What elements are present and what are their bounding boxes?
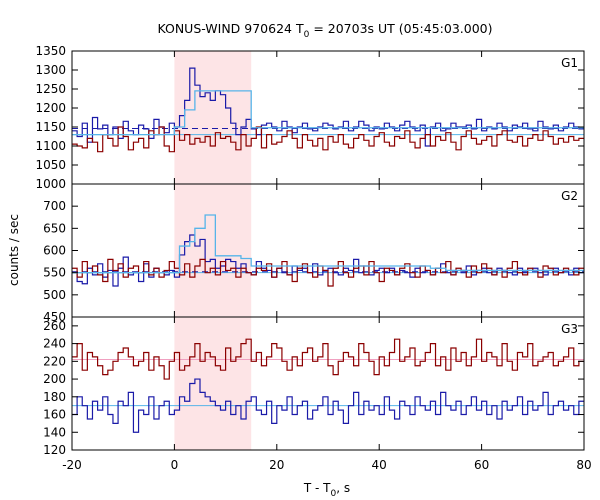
y-tick-label: 1300 (35, 63, 66, 77)
x-tick-label: 20 (269, 458, 284, 472)
y-tick-label: 1200 (35, 101, 66, 115)
panel-label: G2 (561, 189, 578, 203)
y-tick-label: 1050 (35, 158, 66, 172)
panel-label: G1 (561, 56, 578, 70)
y-axis-label: counts / sec (7, 214, 21, 286)
x-tick-label: 0 (171, 458, 179, 472)
panel-frame (71, 50, 585, 185)
y-tick-label: 240 (43, 337, 66, 351)
y-tick-label: 140 (43, 425, 66, 439)
y-tick-label: 1100 (35, 139, 66, 153)
x-tick-label: 80 (576, 458, 591, 472)
plot-area: 10001050110011501200125013001350G1450500… (35, 44, 591, 472)
red-count-series (72, 126, 584, 153)
y-tick-label: 650 (43, 221, 66, 235)
y-tick-label: 120 (43, 443, 66, 457)
y-tick-label: 1250 (35, 82, 66, 96)
x-tick-label: 60 (474, 458, 489, 472)
x-axis-label: T - T0, s (303, 481, 350, 499)
blue-count-series (72, 378, 584, 433)
light-blue-step-series (72, 214, 584, 274)
panel-frame (71, 316, 585, 451)
y-tick-label: 180 (43, 390, 66, 404)
y-tick-label: 200 (43, 372, 66, 386)
panel-g3: 120 140 160 180 200 220 240 260 G3 (43, 316, 585, 457)
y-tick-label: 450 (43, 310, 66, 324)
y-tick-label: 1150 (35, 120, 66, 134)
y-tick-label: 1000 (35, 177, 66, 191)
x-tick-label: -20 (62, 458, 82, 472)
y-tick-label: 550 (43, 266, 66, 280)
y-tick-label: 500 (43, 288, 66, 302)
y-tick-label: 160 (43, 408, 66, 422)
y-tick-label: 1350 (35, 44, 66, 58)
red-count-series (72, 258, 584, 287)
y-tick-label: 220 (43, 354, 66, 368)
blue-count-series (72, 67, 584, 147)
panel-g2: 450 500 550 600 650 700 G2 (43, 183, 585, 324)
red-count-series (72, 338, 584, 380)
x-tick-label: 40 (372, 458, 387, 472)
y-tick-label: 700 (43, 199, 66, 213)
panel-frame (71, 183, 585, 318)
panel-label: G3 (561, 322, 578, 336)
light-blue-step-series (72, 90, 584, 136)
burst-interval-shading (174, 51, 252, 450)
panel-g1: 1000 1050 1100 1150 1200 1250 1300 1350 G1 (35, 44, 585, 191)
y-tick-label: 600 (43, 244, 66, 258)
chart-title: KONUS-WIND 970624 T0 = 20703s UT (05:45:… (157, 21, 492, 40)
y-tick-label: 260 (43, 319, 66, 333)
